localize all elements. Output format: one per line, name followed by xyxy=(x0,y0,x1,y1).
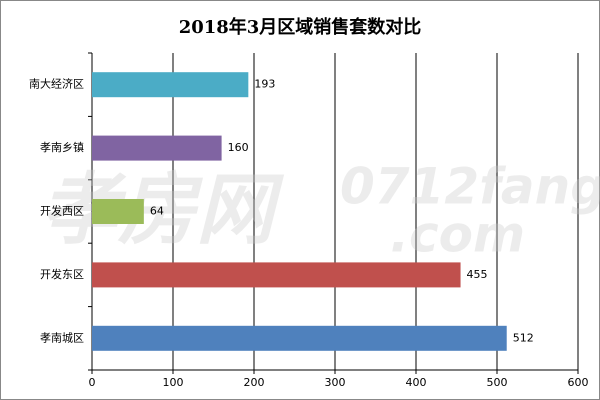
bar xyxy=(92,135,222,161)
value-label: 193 xyxy=(254,78,275,91)
x-tick-label: 0 xyxy=(89,376,96,389)
y-tick-label: 南大经济区 xyxy=(29,77,84,91)
x-tick-label: 100 xyxy=(163,376,184,389)
chart-title: 2018年3月区域销售套数对比 xyxy=(179,16,422,38)
bar xyxy=(92,262,461,288)
x-tick-label: 400 xyxy=(406,376,427,389)
watermark: 0712fang xyxy=(340,158,600,216)
y-tick-label: 孝南城区 xyxy=(40,331,84,344)
x-tick-label: 500 xyxy=(487,376,508,389)
bar xyxy=(92,72,249,98)
value-label: 160 xyxy=(228,141,249,154)
y-tick-label: 开发西区 xyxy=(40,204,84,218)
value-label: 455 xyxy=(467,268,488,281)
bar xyxy=(92,199,144,224)
bar xyxy=(92,325,507,351)
watermark: .com xyxy=(390,206,525,264)
x-tick-label: 200 xyxy=(244,376,265,389)
value-label: 64 xyxy=(150,205,164,218)
value-label: 512 xyxy=(513,331,534,344)
watermark: 孝房网 xyxy=(40,165,285,255)
y-tick-label: 开发东区 xyxy=(40,267,84,281)
y-tick-label: 孝南乡镇 xyxy=(40,140,84,154)
x-tick-label: 600 xyxy=(568,376,589,389)
x-tick-label: 300 xyxy=(325,376,346,389)
